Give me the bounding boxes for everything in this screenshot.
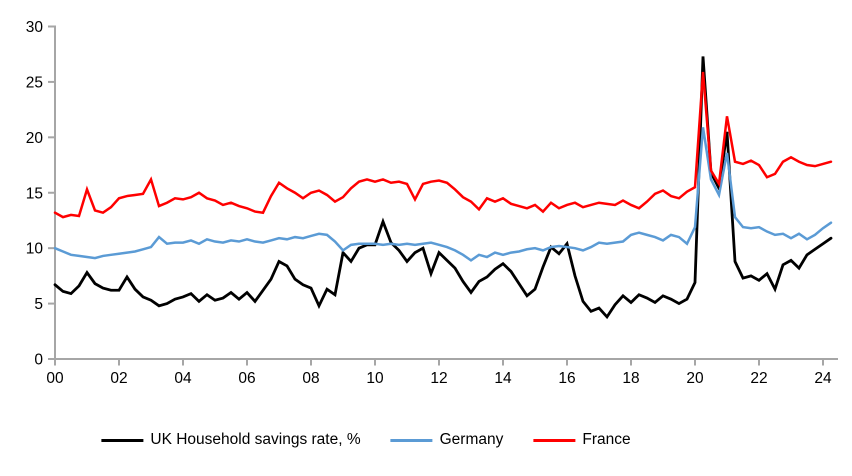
savings-rate-line-chart: 0 5 10 15 20 25 30 00 02 04 06 08 10 12 14 16 18 20 22 24 [26,19,838,387]
x-axis-tick-label: 02 [110,370,127,387]
series-line-2 [53,71,833,219]
x-axis-tick-label: 18 [622,370,639,387]
x-axis-tick-label: 22 [750,370,767,387]
series-line-1 [53,127,833,262]
x-axis-tick-label: 20 [686,370,704,387]
france-line-key-icon [533,438,576,442]
y-axis-tick-label: 10 [26,241,44,258]
x-axis-tick-label: 04 [174,370,192,387]
legend-item-uk: UK Household savings rate, % [101,430,361,450]
y-axis-tick-label: 15 [26,185,43,202]
x-axis-tick-label: 16 [558,370,575,387]
x-axis-tick-label: 12 [430,370,447,387]
germany-line-key-icon [390,438,433,442]
y-axis-tick-label: 25 [26,74,43,91]
y-axis-tick-label: 20 [26,130,44,147]
legend-item-germany: Germany [390,430,504,450]
x-axis-tick-label: 24 [814,370,832,387]
legend-label-germany: Germany [439,431,504,448]
x-axis-tick-label: 00 [46,370,64,387]
x-axis-tick-label: 06 [238,370,255,387]
y-axis-tick-label: 5 [34,296,43,313]
legend-label-france: France [582,431,631,448]
legend-item-france: France [533,430,631,450]
x-axis-tick-label: 08 [302,370,319,387]
legend-label-uk: UK Household savings rate, % [150,431,361,448]
chart-legend: UK Household savings rate, % Germany Fra… [101,430,631,450]
uk-line-key-icon [101,438,144,442]
y-axis-tick-label: 30 [26,19,44,36]
x-axis-tick-label: 10 [366,370,384,387]
y-axis-tick-label: 0 [34,352,43,369]
x-axis-tick-label: 14 [494,370,512,387]
